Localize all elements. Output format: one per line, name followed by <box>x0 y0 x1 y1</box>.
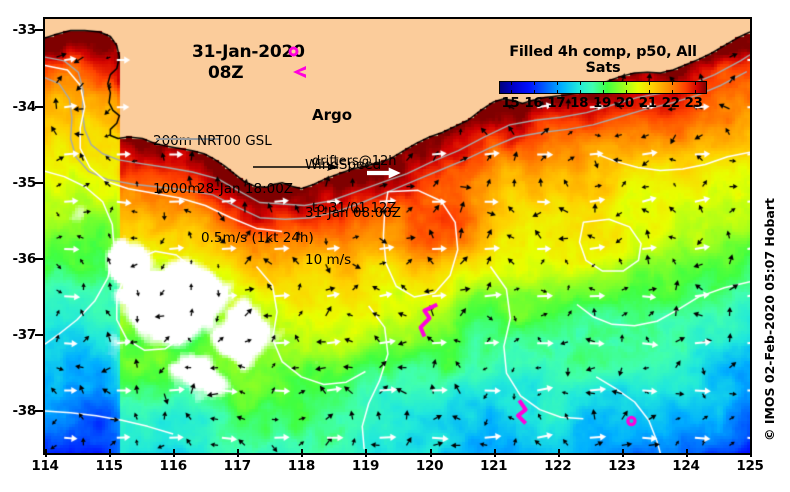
colorbar-tick <box>557 81 559 85</box>
x-axis-tick-mark <box>237 449 240 457</box>
map-plot-area[interactable]: 31-Jan-2020 08Z Argo drifters@12h to 31/0… <box>43 17 752 455</box>
colorbar-tick-label: 17 <box>547 95 566 111</box>
current-scale-label: 0.5m/s (1kt 24h) <box>201 230 314 246</box>
isobath-sample-line <box>156 138 220 140</box>
current-legend: NRT00 GSL 28-Jan 18:00Z 0.5m/s (1kt 24h) <box>197 103 339 293</box>
bathymetry-legend: 200m 1000m <box>153 103 220 243</box>
x-axis-tick-label: 120 <box>415 458 444 474</box>
colorbar-tick <box>534 81 536 85</box>
y-axis-tick-mark <box>35 105 43 108</box>
colorbar-tick-label: 22 <box>661 95 680 111</box>
colorbar-tick <box>625 90 627 94</box>
map-date-title: 31-Jan-2020 08Z <box>192 42 305 84</box>
y-axis-tick-mark <box>35 181 43 184</box>
x-axis-tick-label: 121 <box>479 458 508 474</box>
y-axis-tick-label: -33 <box>12 22 37 39</box>
colorbar-tick <box>534 90 536 94</box>
x-axis-tick-mark <box>750 449 752 457</box>
x-axis-tick-mark <box>45 449 47 457</box>
colorbar-tick <box>580 81 582 85</box>
wind-vector-arrow-icon <box>367 167 401 179</box>
x-axis-tick-mark <box>301 449 304 457</box>
colorbar-tick <box>648 90 650 94</box>
colorbar-tick-label: 19 <box>593 95 611 111</box>
x-axis-tick-label: 117 <box>223 458 252 474</box>
colorbar-tick-label: 21 <box>638 95 657 111</box>
colorbar-tick <box>557 90 559 94</box>
colorbar-tick <box>671 81 673 85</box>
x-axis-tick-label: 118 <box>287 458 316 474</box>
x-axis-tick-mark <box>685 449 688 457</box>
colorbar-tick <box>511 90 513 94</box>
isobath-1000m-label: 1000m <box>153 180 201 197</box>
y-axis-tick-label: -34 <box>12 98 37 115</box>
x-axis-tick-label: 122 <box>544 458 572 474</box>
copyright-credit: © IMOS 02-Feb-2020 05:07 Hobart <box>762 198 777 442</box>
y-axis-tick-label: -38 <box>12 403 37 420</box>
current-date-label: 28-Jan 18:00Z <box>197 180 294 197</box>
colorbar-tick <box>580 90 582 94</box>
y-axis-tick-mark <box>35 410 43 413</box>
argo-legend: Argo drifters@12h to 31/01 12Z <box>288 43 397 248</box>
colorbar-tick-label: 16 <box>524 95 543 111</box>
colorbar-legend: Filled 4h comp, p50, All Sats 15 16 17 18 19… <box>494 44 712 112</box>
x-axis-tick-mark <box>109 449 112 457</box>
wind-title-label: WindSpeed <box>305 156 382 173</box>
colorbar-tick-label: 15 <box>501 95 520 111</box>
argo-track-chevron-icon <box>293 66 306 78</box>
colorbar-tick <box>603 90 604 94</box>
colorbar-title: Filled 4h comp, p50, All Sats <box>509 44 697 76</box>
argo-legend-sub1: drifters@12h <box>312 153 397 169</box>
colorbar-tick <box>694 81 696 85</box>
current-vector-arrow-icon <box>253 163 339 171</box>
colorbar-tick <box>648 81 650 85</box>
x-axis-tick-label: 125 <box>736 458 764 474</box>
colorbar-tick <box>694 90 696 94</box>
time-line: 08Z <box>208 63 244 84</box>
x-axis-tick-label: 124 <box>672 458 700 474</box>
colorbar-tick <box>671 90 673 94</box>
x-axis-tick-label: 123 <box>608 458 636 474</box>
y-axis-tick-label: -35 <box>12 174 37 191</box>
colorbar-tick-label: 18 <box>570 95 589 111</box>
wind-legend: WindSpeed 31-Jan 08:00Z 10 m/s <box>305 127 401 315</box>
wind-scale-label: 10 m/s <box>305 252 352 268</box>
y-axis-tick-label: -37 <box>12 326 37 343</box>
y-axis-tick-mark <box>35 257 43 260</box>
argo-float-circle-icon <box>288 46 299 57</box>
x-axis-tick-label: 114 <box>31 458 59 474</box>
colorbar-tick <box>625 81 627 85</box>
x-axis-tick-mark <box>429 449 432 457</box>
colorbar-tick <box>511 81 513 85</box>
x-axis-tick-mark <box>621 449 624 457</box>
y-axis-tick-label: -36 <box>12 250 37 267</box>
argo-legend-sub2: to 31/01 12Z <box>312 200 397 216</box>
colorbar-tick-label: 23 <box>684 95 703 111</box>
wind-date-label: 31-Jan 08:00Z <box>305 204 402 221</box>
y-axis-tick-mark <box>35 333 43 336</box>
x-axis-tick-mark <box>365 449 368 457</box>
x-axis-tick-label: 119 <box>351 458 380 474</box>
date-line: 31-Jan-2020 <box>192 42 305 62</box>
x-axis-tick-mark <box>173 449 176 457</box>
x-axis-tick-label: 116 <box>159 458 188 474</box>
colorbar-tick-label: 20 <box>615 95 634 111</box>
colorbar-gradient-bar <box>499 81 707 94</box>
isobath-200m-label: 200m <box>153 132 192 149</box>
colorbar-tick-labels: 15 16 17 18 19 20 21 22 23 <box>499 95 707 112</box>
x-axis-tick-mark <box>557 449 560 457</box>
argo-legend-title: Argo <box>312 105 353 124</box>
colorbar-tick <box>603 81 604 85</box>
current-source-label: NRT00 GSL <box>197 132 272 149</box>
x-axis-tick-mark <box>493 449 496 457</box>
y-axis-tick-mark <box>35 29 43 32</box>
x-axis-tick-label: 115 <box>95 458 123 474</box>
colorbar-gradient-fill <box>500 82 706 93</box>
